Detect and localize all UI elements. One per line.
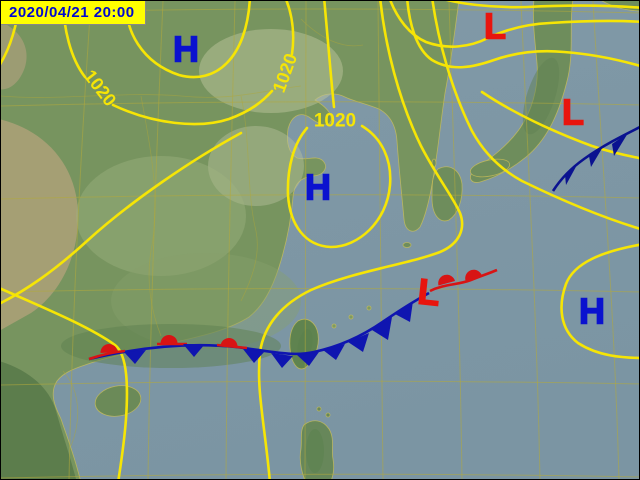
island-jeju (402, 242, 412, 248)
cold-front-symbol (297, 352, 319, 366)
warm-front-symbols (100, 334, 238, 353)
cold-front-symbol (271, 353, 293, 368)
island-hainan (94, 385, 142, 417)
pacific-cold-front-line (551, 126, 639, 192)
warm-front-symbol (100, 343, 118, 353)
cold-front-symbols (565, 133, 628, 185)
island-shikoku (469, 158, 511, 178)
warm-front-symbol (438, 274, 455, 286)
timestamp-badge: 2020/04/21 20:00 (1, 1, 146, 25)
cold-front-symbol (348, 333, 369, 352)
cold-front-symbol (183, 344, 205, 357)
island-honshu (470, 1, 574, 183)
cold-front-symbol (565, 163, 578, 185)
cold-front-symbol (589, 145, 604, 167)
stationary-cold-front-line (88, 291, 430, 361)
cold-front-symbol (612, 133, 628, 156)
cold-front-symbols (124, 301, 413, 368)
island-luzon (299, 420, 335, 479)
cold-front-symbol (395, 301, 413, 322)
warm-front-symbols (438, 269, 482, 286)
terrain-shading (1, 21, 560, 479)
warm-front-symbol (465, 269, 482, 281)
luzon-islet (325, 412, 331, 418)
timestamp-text: 2020/04/21 20:00 (9, 4, 135, 21)
luzon-islet (316, 406, 322, 412)
warm-front-symbol (220, 337, 238, 347)
warm-front-line (429, 268, 498, 293)
cold-front-symbol (124, 350, 146, 364)
ryukyu-island (331, 323, 337, 329)
cold-front-symbol (372, 317, 392, 340)
boundary-lines (1, 18, 364, 447)
warm-front-symbol (160, 334, 178, 344)
ryukyu-island (348, 314, 354, 320)
cold-front-symbol (323, 344, 345, 360)
ryukyu-island (366, 305, 372, 311)
front-layer (88, 126, 639, 368)
cold-front-symbol (243, 349, 265, 363)
